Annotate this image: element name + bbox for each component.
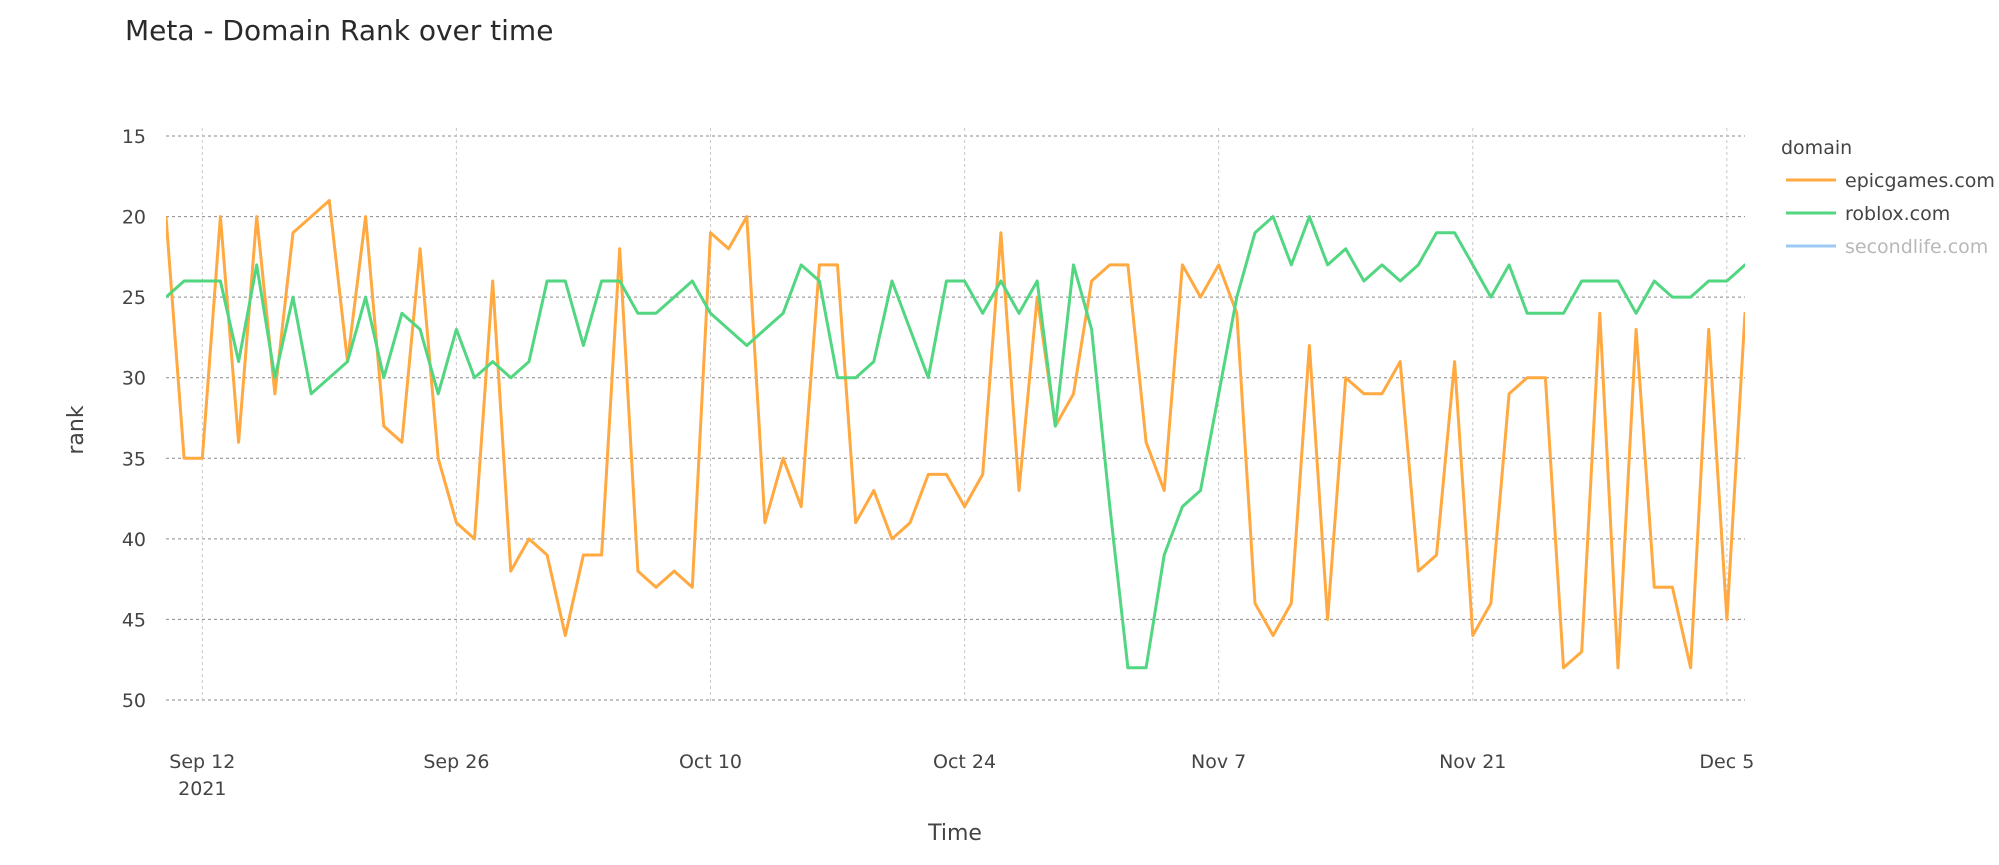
x-tick-label: Nov 21 <box>1439 751 1506 773</box>
x-axis-title: Time <box>927 821 982 846</box>
x-axis-ticks: Sep 12 2021 Sep 26 Oct 10 Oct 24 Nov 7 Nov 21 D… <box>169 751 1754 800</box>
legend: domain epicgames.com roblox.com secondlife… <box>1781 137 1995 258</box>
y-axis-ticks: 15 20 25 30 35 40 45 50 <box>122 126 146 712</box>
x-tick-label: Oct 24 <box>933 751 996 773</box>
chart-title: Meta - Domain Rank over time <box>125 14 553 47</box>
x-tick-label: Oct 10 <box>679 751 742 773</box>
legend-title: domain <box>1781 137 1852 159</box>
x-tick-label: Sep 12 <box>169 751 235 773</box>
legend-item[interactable]: roblox.com <box>1786 203 1950 225</box>
y-tick-label: 30 <box>122 368 146 390</box>
legend-item[interactable]: secondlife.com <box>1786 236 1988 258</box>
y-tick-label: 50 <box>122 690 146 712</box>
y-tick-label: 25 <box>122 287 146 309</box>
x-tick-label: Nov 7 <box>1191 751 1246 773</box>
legend-label: epicgames.com <box>1845 170 1995 192</box>
legend-item[interactable]: epicgames.com <box>1786 170 1995 192</box>
x-tick-label: Sep 26 <box>423 751 489 773</box>
legend-label: roblox.com <box>1845 203 1950 225</box>
x-tick-sublabel: 2021 <box>178 778 226 800</box>
series-line-epicgames-com <box>166 199 1745 670</box>
y-tick-label: 20 <box>122 207 146 229</box>
y-tick-label: 40 <box>122 529 146 551</box>
y-tick-label: 45 <box>122 609 146 631</box>
y-tick-label: 35 <box>122 448 146 470</box>
y-axis-title: rank <box>64 405 89 454</box>
plot-area <box>166 199 1745 670</box>
y-tick-label: 15 <box>122 126 146 148</box>
legend-label: secondlife.com <box>1845 236 1988 258</box>
series-line-roblox-com <box>166 215 1745 670</box>
x-tick-label: Dec 5 <box>1699 751 1754 773</box>
